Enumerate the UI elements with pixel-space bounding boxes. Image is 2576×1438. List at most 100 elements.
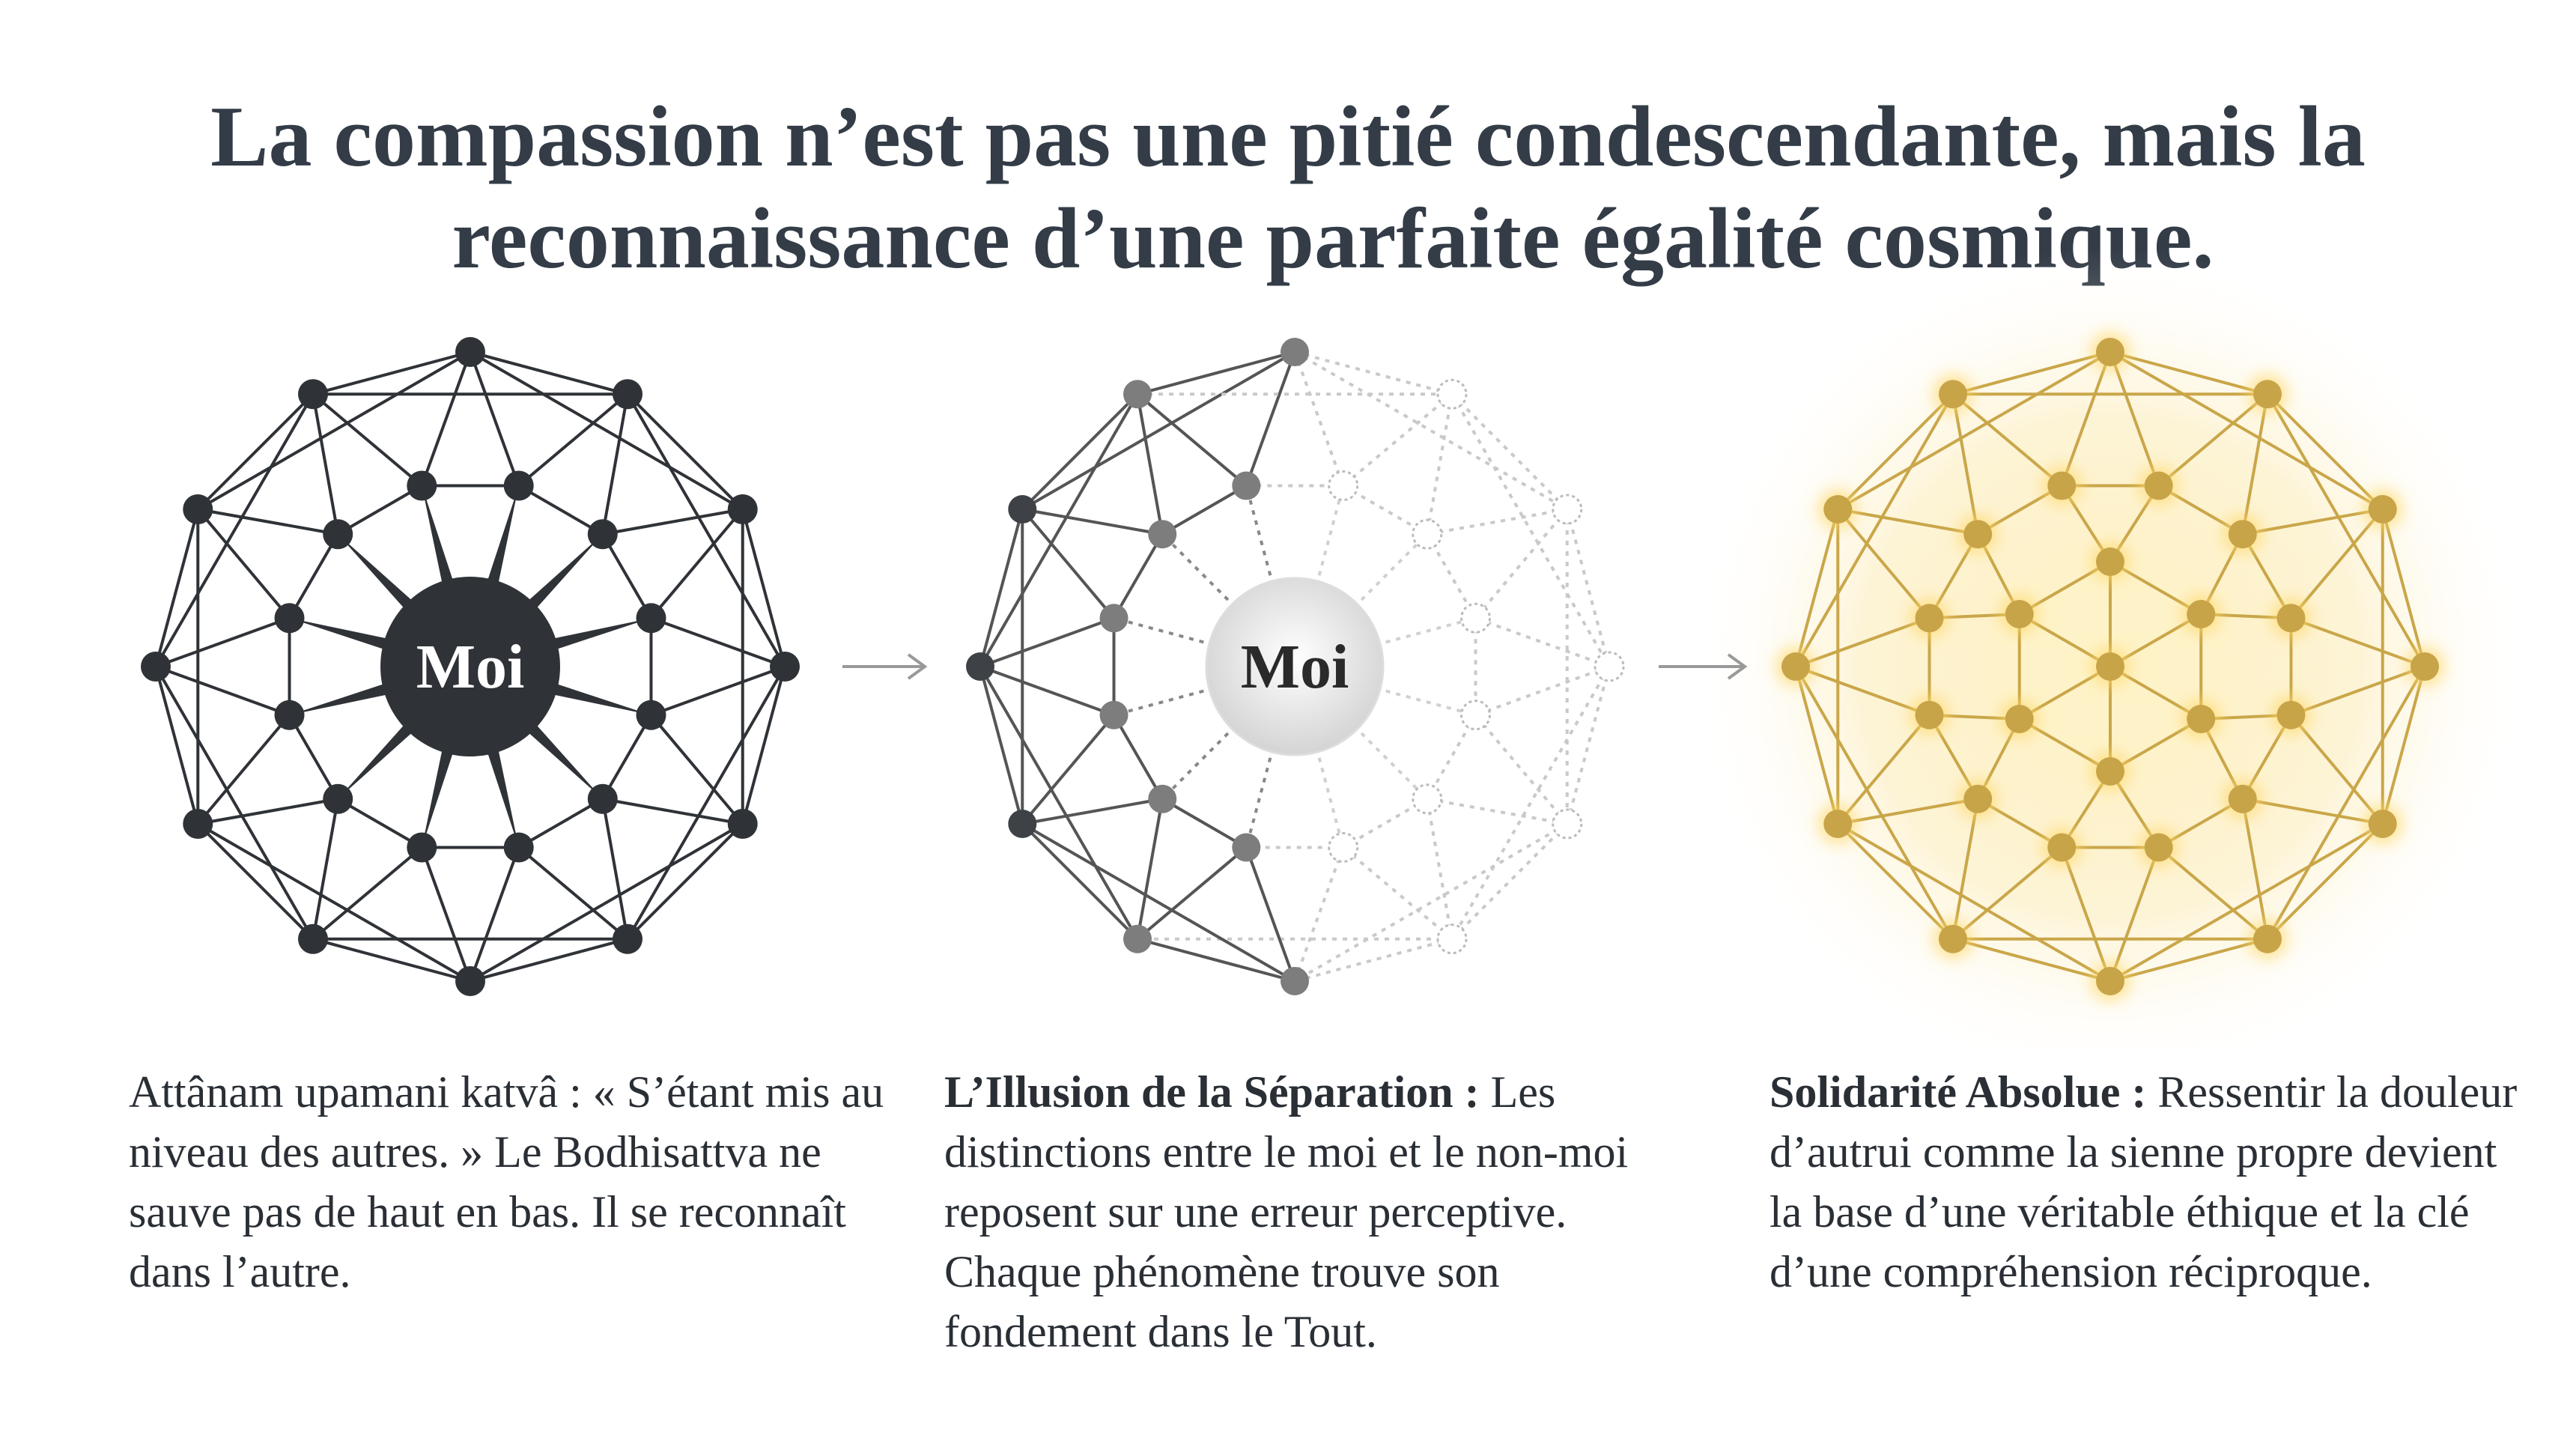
caption: Attânam upamani katvâ : « S’étant mis au…	[129, 1062, 885, 1302]
edge	[1342, 846, 1453, 941]
node	[727, 809, 758, 839]
edge	[601, 533, 653, 619]
edge	[2266, 666, 2426, 940]
edge	[1474, 616, 1610, 668]
edge	[1294, 937, 1453, 983]
title-line: reconnaissance d’une parfaite égalité co…	[452, 191, 2214, 287]
node	[2096, 967, 2124, 995]
edge	[1425, 393, 1453, 535]
node	[183, 809, 213, 839]
edge	[1450, 393, 1611, 668]
node	[2368, 495, 2397, 524]
node	[1412, 783, 1443, 815]
node	[455, 966, 485, 996]
edge	[1021, 822, 1295, 983]
edge	[1293, 351, 1345, 487]
network: Moi	[966, 338, 1625, 995]
node	[1232, 833, 1261, 862]
edge	[601, 798, 629, 940]
node	[1823, 810, 1853, 838]
node	[1939, 924, 1967, 953]
edge	[2290, 616, 2425, 668]
node	[455, 337, 485, 367]
edge	[2242, 508, 2384, 536]
edge	[2381, 666, 2426, 825]
edge	[196, 392, 315, 511]
node	[2005, 600, 2034, 628]
edge	[1474, 714, 1569, 825]
edge	[196, 714, 291, 825]
edge	[2157, 392, 2269, 488]
edge	[312, 798, 340, 940]
node	[2368, 810, 2397, 838]
node	[1232, 471, 1261, 500]
node	[1915, 604, 1944, 633]
edge	[196, 822, 315, 941]
edge	[1342, 392, 1453, 488]
edge	[1837, 822, 2111, 983]
edge	[1952, 351, 2111, 396]
edge	[420, 351, 472, 487]
node	[1939, 380, 1967, 409]
node	[2253, 924, 2282, 953]
node	[2096, 338, 2124, 366]
edge	[517, 798, 604, 849]
node	[2411, 652, 2439, 681]
edge	[979, 665, 1115, 717]
node	[587, 783, 618, 814]
node	[2144, 833, 2173, 862]
edge	[2241, 393, 2269, 535]
edge	[470, 937, 628, 983]
node	[2096, 757, 2124, 786]
node	[1823, 495, 1853, 524]
edge	[1794, 666, 1840, 825]
edge	[979, 666, 1139, 940]
edge	[1952, 937, 2111, 983]
node	[503, 470, 534, 501]
node	[2276, 700, 2306, 729]
edge	[2109, 351, 2268, 396]
node	[407, 470, 437, 501]
edge	[1137, 937, 1295, 983]
node	[2276, 604, 2306, 633]
edge	[312, 351, 471, 396]
edge	[517, 392, 629, 488]
title: La compassion n’est pas une pitié condes…	[0, 86, 2576, 290]
node	[1281, 967, 1309, 995]
edge	[1136, 393, 1164, 535]
edge	[602, 797, 744, 825]
caption-text: Les distinctions entre le moi et le non-…	[944, 1067, 1629, 1356]
edge	[154, 666, 315, 940]
edge	[1294, 351, 1453, 396]
node	[323, 519, 353, 550]
edge	[1565, 509, 1611, 667]
edge	[1112, 714, 1164, 800]
edge	[601, 714, 653, 800]
edge	[979, 616, 1115, 668]
edge	[337, 798, 423, 849]
node	[1008, 810, 1037, 838]
edge	[197, 822, 471, 983]
node	[2187, 705, 2216, 733]
node	[298, 923, 328, 954]
center-node	[1205, 577, 1385, 756]
edge	[2060, 846, 2112, 982]
edge	[1021, 351, 1295, 511]
edge	[2242, 797, 2384, 825]
edge	[1837, 797, 1978, 825]
node	[1123, 380, 1152, 409]
edge	[517, 846, 629, 941]
edge	[1137, 351, 1295, 396]
node	[587, 519, 618, 550]
edge	[979, 666, 1024, 825]
caption: Solidarité Absolue : Ressentir la douleu…	[1770, 1062, 2526, 1302]
edge	[1427, 508, 1568, 536]
edge	[1565, 666, 1611, 825]
edge	[741, 666, 786, 825]
edge	[649, 508, 744, 619]
edge	[1294, 822, 1568, 983]
node	[727, 494, 758, 524]
edge	[420, 846, 472, 982]
edge	[2289, 508, 2384, 619]
edge	[1794, 393, 1954, 668]
